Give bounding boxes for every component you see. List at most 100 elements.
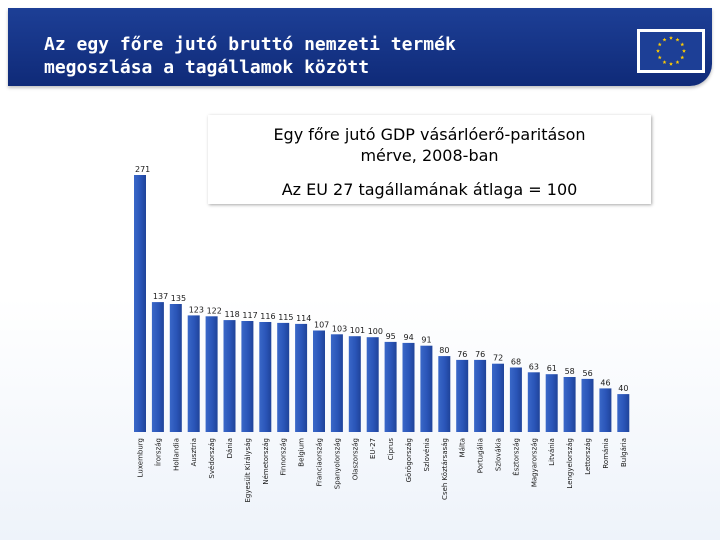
- eu-star-icon: [675, 37, 680, 42]
- bar-value-label: 63: [529, 362, 539, 371]
- category-tick-label: Magyarország: [530, 438, 538, 487]
- category-tick-label: Portugália: [477, 438, 485, 473]
- category-tick-label: Belgium: [298, 438, 306, 467]
- bar-value-label: 118: [225, 310, 240, 319]
- bar: [313, 330, 325, 432]
- bar: [169, 304, 182, 432]
- bar-value-label: 94: [404, 333, 414, 342]
- slide-title-line-1: Az egy főre jutó bruttó nemzeti termék: [44, 34, 456, 55]
- bar: [134, 175, 146, 432]
- bar: [581, 378, 594, 432]
- bar: [509, 367, 522, 432]
- bar-value-label: 46: [600, 378, 610, 387]
- bar-value-label: 91: [421, 336, 431, 345]
- eu-star-icon: [669, 61, 673, 66]
- bar: [492, 363, 504, 432]
- eu-star-icon: [682, 48, 686, 53]
- category-tick-label: Észtország: [511, 438, 520, 476]
- category-tick-label: Lettország: [584, 438, 592, 475]
- bar: [348, 336, 361, 432]
- category-tick-label: Bulgária: [620, 438, 628, 467]
- category-tick-label: Franciaország: [316, 438, 324, 486]
- slide-title-line-2: megoszlása a tagállamok között: [44, 57, 370, 78]
- chart-title-line-1: Egy főre jutó GDP vásárlóerő-paritáson: [273, 125, 586, 144]
- bar-value-label: 56: [583, 369, 593, 378]
- bar: [259, 322, 272, 432]
- bar: [420, 345, 433, 432]
- bar-value-label: 123: [189, 305, 204, 314]
- chart-title-box: Egy főre jutó GDP vásárlóerő-paritáson m…: [208, 115, 651, 204]
- bar-value-label: 61: [547, 364, 557, 373]
- bar: [617, 394, 630, 432]
- bar: [438, 356, 451, 432]
- category-tick-label: Hollandia: [172, 438, 180, 471]
- bar: [402, 342, 415, 432]
- category-tick-label: Ciprus: [387, 438, 395, 461]
- eu-star-icon: [656, 48, 660, 53]
- bar-value-label: 107: [314, 321, 329, 330]
- bar-value-label: 40: [618, 384, 628, 393]
- bar-value-label: 271: [135, 165, 150, 174]
- bar-value-label: 135: [171, 294, 186, 303]
- category-tick-label: Málta: [459, 438, 467, 457]
- category-tick-label: Románia: [602, 438, 610, 469]
- bar-value-label: 100: [368, 327, 383, 336]
- eu-flag-graphic: [640, 32, 702, 70]
- bar-value-label: 115: [278, 313, 293, 322]
- bar-value-label: 117: [242, 311, 257, 320]
- category-tick-label: Írország: [153, 438, 162, 466]
- category-tick-label: Ausztria: [190, 438, 198, 466]
- bar-value-label: 72: [493, 354, 503, 363]
- category-tick-label: Egyesült Királyság: [244, 438, 252, 502]
- bar: [527, 372, 540, 432]
- bar-value-label: 76: [457, 350, 467, 359]
- bar: [545, 374, 558, 432]
- category-tick-label: Dánia: [226, 438, 234, 458]
- category-tick-label: Görögország: [405, 438, 413, 482]
- bar-value-label: 137: [153, 292, 168, 301]
- category-tick-label: Szlovákia: [495, 438, 503, 471]
- bar: [384, 341, 397, 432]
- category-tick-label: Svédország: [208, 438, 216, 479]
- eu-star-icon: [669, 35, 673, 40]
- eu-star-icon: [680, 55, 685, 60]
- bar: [277, 322, 290, 432]
- category-tick-label: Németország: [262, 438, 270, 485]
- bar-value-label: 116: [260, 312, 275, 321]
- bar: [151, 302, 164, 432]
- bar-value-label: 76: [475, 350, 485, 359]
- category-tick-label: EU-27: [369, 438, 377, 459]
- category-tick-label: Lengyelország: [566, 438, 574, 489]
- eu-star-icon: [662, 60, 667, 64]
- bar: [599, 388, 612, 432]
- bar-value-label: 95: [386, 332, 396, 341]
- header-bar: Az egy főre jutó bruttó nemzeti termék m…: [8, 8, 712, 86]
- bar-value-label: 101: [350, 326, 365, 335]
- bar-value-label: 122: [207, 306, 222, 315]
- slide-title: Az egy főre jutó bruttó nemzeti termék m…: [44, 33, 456, 79]
- eu-star-icon: [675, 60, 680, 64]
- bar: [456, 359, 469, 432]
- category-tick-label: Luxemburg: [137, 438, 145, 477]
- bar: [563, 377, 576, 432]
- category-tick-label: Cseh Köztársaság: [441, 438, 449, 500]
- category-tick-label: Spanyolország: [333, 438, 341, 489]
- eu-flag-icon: [637, 29, 705, 73]
- bar: [474, 359, 487, 432]
- eu-star-icon: [657, 55, 662, 60]
- category-tick-label: Finnország: [280, 438, 288, 476]
- bar-value-label: 68: [511, 358, 521, 367]
- bar: [223, 320, 236, 432]
- bar-value-label: 114: [296, 314, 311, 323]
- bar-value-label: 58: [565, 367, 575, 376]
- category-tick-label: Szlovénia: [423, 438, 431, 471]
- bar: [187, 315, 200, 432]
- category-tick-label: Litvánia: [548, 438, 556, 466]
- bar: [366, 337, 379, 432]
- eu-star-icon: [680, 42, 685, 47]
- bar: [295, 323, 308, 432]
- eu-star-icon: [657, 42, 662, 47]
- bar: [241, 321, 254, 432]
- chart-title-line-2: mérve, 2008-ban: [360, 146, 499, 165]
